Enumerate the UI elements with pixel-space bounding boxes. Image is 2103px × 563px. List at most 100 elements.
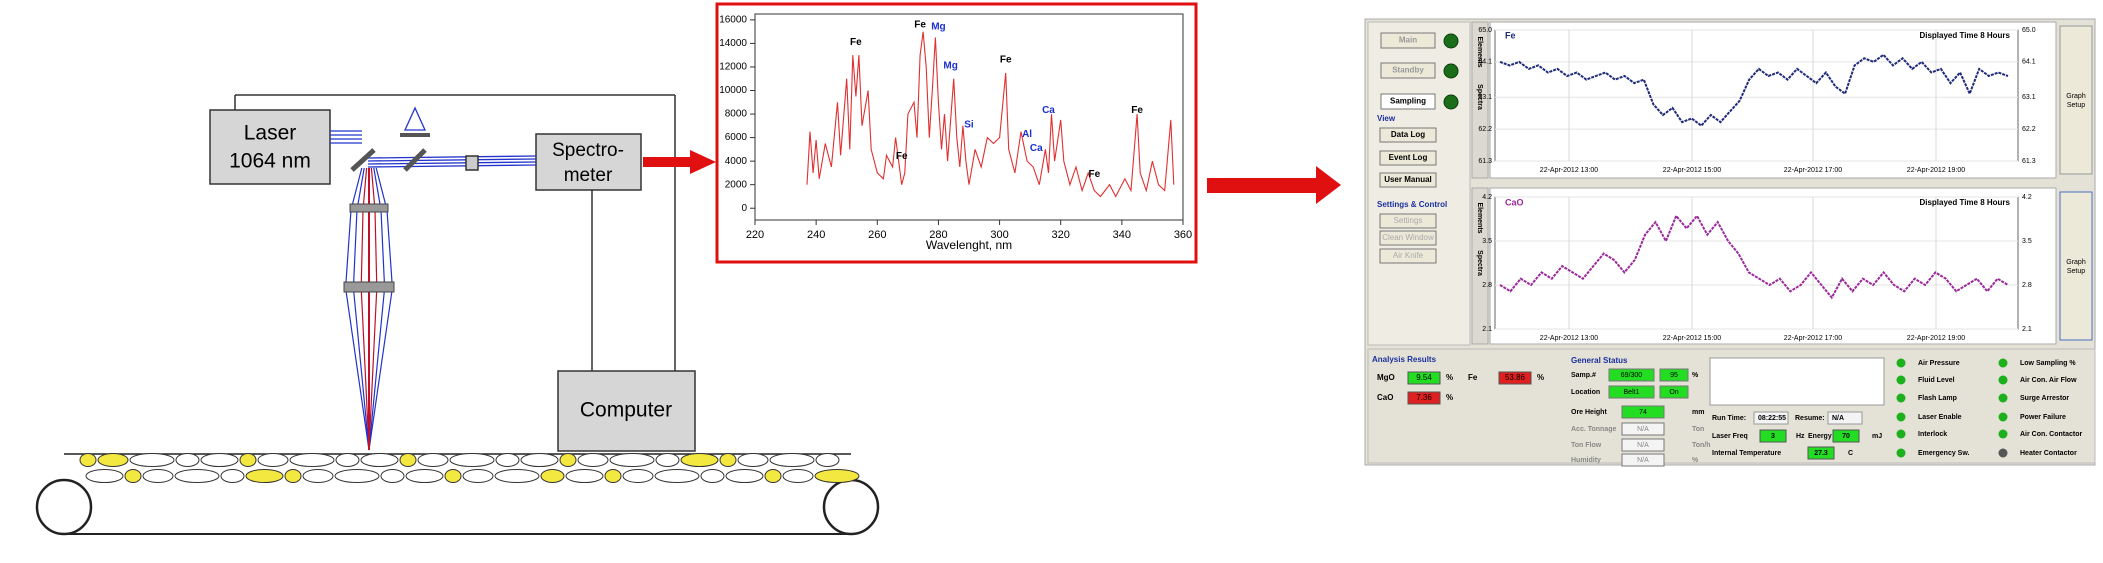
button-label[interactable]: Settings xyxy=(1394,216,1423,225)
button-label[interactable]: Graph xyxy=(2066,259,2086,266)
y-tick-label: 65.0 xyxy=(2022,27,2036,34)
ore-rock xyxy=(129,453,175,467)
ore-rock xyxy=(239,453,257,467)
focus-beam xyxy=(344,167,370,451)
y-tick-label: 4.2 xyxy=(2022,194,2032,201)
ore-rock xyxy=(449,453,495,467)
graph-label: Fe xyxy=(1505,30,1516,40)
light-beam xyxy=(367,164,537,168)
y-tick-label: 2000 xyxy=(725,179,748,190)
graph-setup-button[interactable] xyxy=(2059,191,2093,341)
ore-rock xyxy=(577,453,609,467)
status-light xyxy=(1998,448,2008,458)
peak-label: Mg xyxy=(931,22,945,33)
x-tick-label: 22-Apr-2012 19:00 xyxy=(1907,335,1965,342)
ore-rock xyxy=(444,469,462,483)
button-label[interactable]: Standby xyxy=(1392,66,1424,75)
x-tick-label: 240 xyxy=(807,229,825,241)
ore-rock xyxy=(257,453,289,467)
value-box xyxy=(1498,371,1532,385)
peak-label: Ca xyxy=(1042,105,1055,116)
computer-label: Computer xyxy=(580,399,672,422)
ore-rock xyxy=(737,453,769,467)
button[interactable] xyxy=(1379,127,1437,143)
arrow-head xyxy=(690,150,716,174)
run-field: Run Time: xyxy=(1712,415,1746,422)
peak-label: Si xyxy=(964,119,974,130)
ore-rock xyxy=(360,453,399,467)
unit: % xyxy=(1446,373,1453,382)
tab-label[interactable]: Spectra xyxy=(1476,250,1483,276)
button[interactable] xyxy=(1380,32,1436,49)
y-tick-label: 16000 xyxy=(719,15,747,26)
graph-setup-button[interactable] xyxy=(2059,25,2093,175)
status-name: Humidity xyxy=(1571,457,1601,464)
element-name: CaO xyxy=(1377,393,1393,402)
x-tick-label: 320 xyxy=(1052,229,1070,241)
value-box xyxy=(1608,385,1655,399)
tab-label[interactable]: Elements xyxy=(1476,202,1483,233)
button-label[interactable]: Setup xyxy=(2067,268,2085,275)
button-label[interactable]: Clean Window xyxy=(1382,233,1434,242)
ore-rock xyxy=(565,469,604,483)
element-name: MgO xyxy=(1377,373,1395,382)
spectrum-line xyxy=(806,31,1175,198)
peak-label: Fe xyxy=(1000,55,1012,66)
button[interactable] xyxy=(1379,230,1437,246)
button-label[interactable]: Graph xyxy=(2066,93,2086,100)
x-tick-label: 280 xyxy=(929,229,947,241)
status-light xyxy=(1896,358,1906,368)
laser-label: 1064 nm xyxy=(229,150,311,173)
button[interactable] xyxy=(1379,213,1437,229)
unit: Ton/h xyxy=(1692,442,1711,449)
graph-label: CaO xyxy=(1505,197,1524,207)
status-value: 74 xyxy=(1639,409,1647,416)
status-light xyxy=(1896,412,1906,422)
y-tick-label: 4000 xyxy=(725,156,748,167)
button-label[interactable]: Air Knife xyxy=(1393,251,1424,260)
unit: Ton xyxy=(1692,426,1704,433)
peak-label: Fe xyxy=(850,37,862,48)
element-value: 9.54 xyxy=(1416,373,1432,382)
graph-panel xyxy=(1489,187,2057,345)
y-tick-label: 4.2 xyxy=(1482,194,1492,201)
element-value: 53.86 xyxy=(1505,373,1526,382)
ore-rock xyxy=(284,469,302,483)
status-label: Heater Contactor xyxy=(2020,450,2077,457)
status-label: Interlock xyxy=(1918,431,1947,438)
ore-rock xyxy=(559,453,577,467)
status-light xyxy=(1896,375,1906,385)
focus-beam xyxy=(368,167,386,451)
element-name: Fe xyxy=(1468,373,1478,382)
button-label[interactable]: Main xyxy=(1399,36,1417,45)
spectrometer-box xyxy=(535,133,642,191)
arrow-body xyxy=(1207,178,1319,193)
button-label[interactable]: User Manual xyxy=(1384,175,1432,184)
status-label: Power Failure xyxy=(2020,414,2066,421)
y-tick-label: 8000 xyxy=(725,109,748,120)
section-title: View xyxy=(1377,114,1396,123)
button-label[interactable]: Event Log xyxy=(1389,153,1428,162)
button-label[interactable]: Data Log xyxy=(1391,130,1425,139)
light-beam xyxy=(367,158,537,162)
peak-label: Ca xyxy=(1030,143,1043,154)
value-box xyxy=(1827,411,1863,425)
tab-label[interactable]: Spectra xyxy=(1476,84,1483,110)
status-value: N/A xyxy=(1637,442,1649,449)
tab-label[interactable]: Elements xyxy=(1476,36,1483,67)
button[interactable] xyxy=(1379,172,1437,188)
y-tick-label: 65.0 xyxy=(1478,27,1492,34)
button[interactable] xyxy=(1379,150,1437,166)
status-value: N/A xyxy=(1637,426,1649,433)
button-label[interactable]: Setup xyxy=(2067,102,2085,109)
ore-rock xyxy=(815,453,840,467)
y-tick-label: 61.3 xyxy=(2022,158,2036,165)
button-label[interactable]: Sampling xyxy=(1390,97,1426,106)
button[interactable] xyxy=(1380,93,1436,110)
button[interactable] xyxy=(1380,62,1436,79)
ore-rock xyxy=(540,469,565,483)
status-name: Acc. Tonnage xyxy=(1571,426,1616,433)
value-box xyxy=(1621,405,1665,419)
button[interactable] xyxy=(1379,248,1437,264)
ore-rock xyxy=(335,453,360,467)
